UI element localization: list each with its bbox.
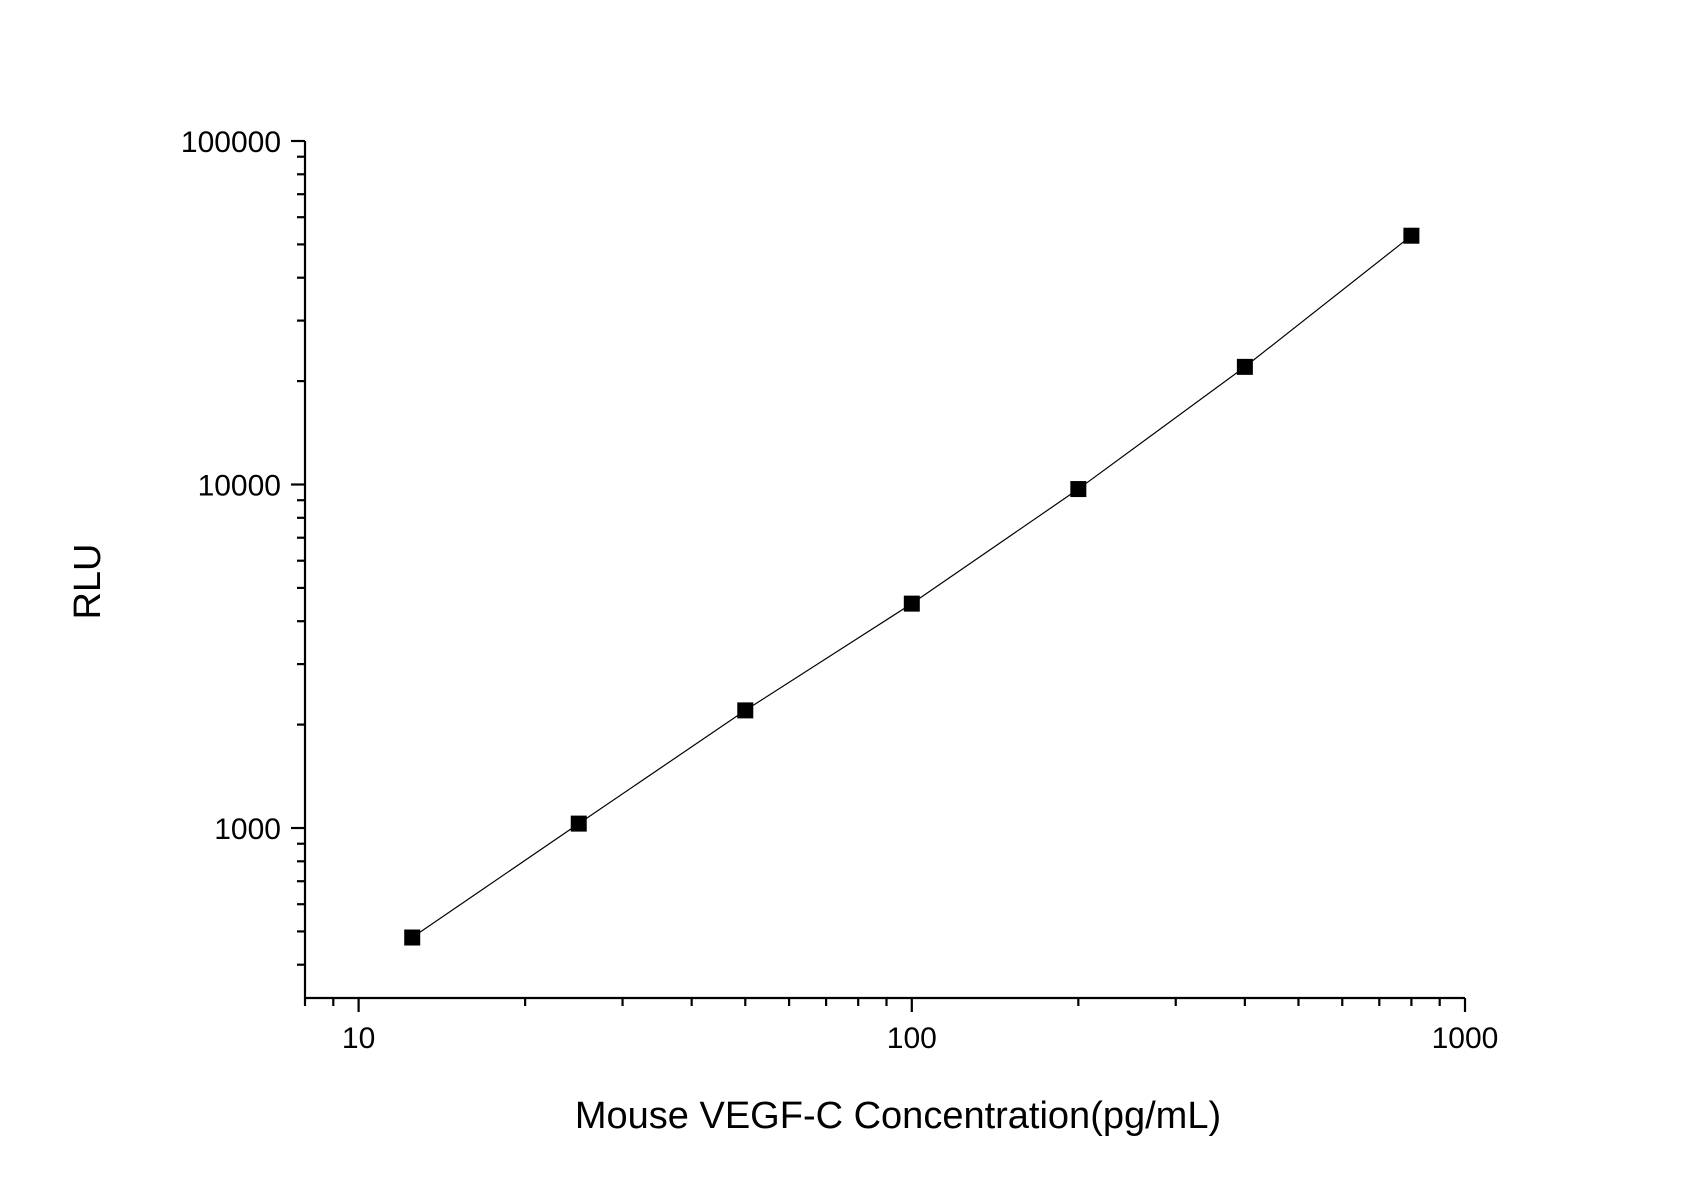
y-tick-label: 1000 [214, 813, 281, 846]
y-tick-label: 100000 [181, 126, 281, 159]
data-points [404, 227, 1420, 946]
ticks [291, 139, 1467, 1012]
data-point-marker [737, 702, 754, 719]
x-axis-title: Mouse VEGF-C Concentration(pg/mL) [575, 1095, 1221, 1137]
x-tick-label: 100 [887, 1022, 937, 1055]
data-point-marker [1236, 358, 1253, 375]
tick-labels: 10 100 1000 1000 10000 100000 [181, 126, 1498, 1055]
data-point-marker [903, 595, 920, 612]
series [411, 235, 1412, 939]
data-point-marker [404, 929, 421, 946]
y-axis-title: RLU [67, 543, 109, 619]
x-tick-label: 1000 [1432, 1022, 1499, 1055]
data-point-marker [1403, 227, 1420, 244]
x-tick-label: 10 [342, 1022, 375, 1055]
data-point-marker [570, 815, 587, 832]
y-tick-label: 10000 [198, 470, 281, 503]
axes [303, 141, 1465, 1000]
data-point-marker [1070, 481, 1087, 498]
series-line [411, 235, 1412, 939]
